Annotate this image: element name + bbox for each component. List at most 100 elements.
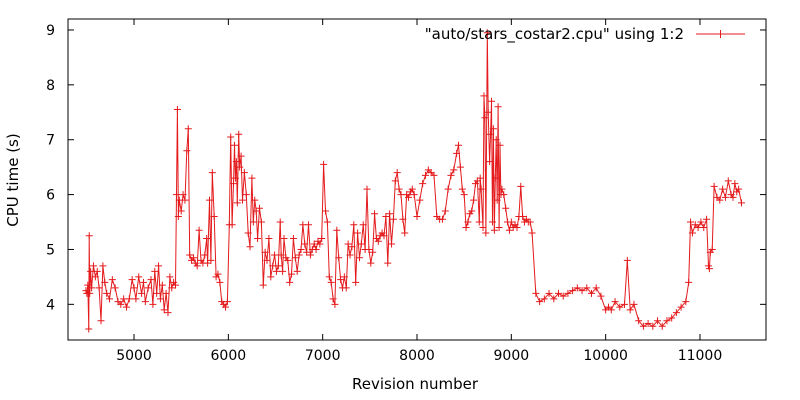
data-point xyxy=(495,224,503,232)
data-point xyxy=(502,204,510,212)
data-point xyxy=(89,262,97,270)
data-point xyxy=(386,210,394,218)
data-point xyxy=(496,141,504,149)
data-point xyxy=(128,276,136,284)
data-point xyxy=(151,267,159,275)
data-point xyxy=(388,240,396,248)
data-point xyxy=(447,171,455,179)
data-point xyxy=(306,251,314,259)
data-point xyxy=(295,251,303,259)
data-point xyxy=(354,229,362,237)
data-point xyxy=(231,174,239,182)
plot-frame xyxy=(67,18,767,341)
data-point xyxy=(158,281,166,289)
data-point xyxy=(621,300,629,308)
y-tick-label: 4 xyxy=(46,297,55,313)
data-point xyxy=(389,215,397,223)
data-point xyxy=(668,314,676,322)
data-point xyxy=(484,108,492,116)
data-point xyxy=(416,196,424,204)
data-point xyxy=(630,300,638,308)
data-point xyxy=(337,276,345,284)
data-point xyxy=(239,196,246,204)
data-point xyxy=(649,322,657,330)
data-point xyxy=(249,218,257,226)
data-point xyxy=(162,289,170,297)
data-point xyxy=(352,278,360,286)
y-axis-ticks: 4 5 6 7 8 9 xyxy=(46,23,766,313)
data-point xyxy=(532,289,540,297)
data-point xyxy=(395,185,403,193)
data-point xyxy=(729,193,737,201)
data-point xyxy=(168,284,176,292)
data-point xyxy=(340,273,348,281)
data-point xyxy=(554,289,562,297)
data-point xyxy=(737,199,745,207)
data-point xyxy=(588,289,595,297)
data-point xyxy=(658,322,666,330)
data-point xyxy=(325,273,333,281)
data-point xyxy=(261,248,269,256)
data-point xyxy=(460,191,468,199)
data-point xyxy=(208,169,216,177)
data-point xyxy=(97,317,105,325)
data-point xyxy=(130,284,138,292)
data-point xyxy=(172,191,180,199)
data-point xyxy=(255,204,263,212)
data-point xyxy=(333,226,341,234)
data-point xyxy=(382,213,390,221)
data-point xyxy=(480,92,488,100)
data-point xyxy=(201,251,209,259)
data-point xyxy=(697,218,705,226)
x-tick-label: 9000 xyxy=(494,348,530,364)
x-axis-label: Revision number xyxy=(352,375,479,393)
data-point xyxy=(464,218,472,226)
data-point xyxy=(173,106,181,114)
data-point xyxy=(639,322,647,330)
data-point xyxy=(293,267,301,275)
data-point xyxy=(288,270,296,278)
data-point xyxy=(367,259,375,267)
y-axis-label: CPU time (s) xyxy=(4,133,22,226)
data-point xyxy=(141,298,149,306)
data-point xyxy=(623,256,631,264)
data-point xyxy=(246,243,254,251)
data-point xyxy=(95,284,103,292)
data-point xyxy=(135,273,143,281)
data-point xyxy=(236,163,244,171)
data-point xyxy=(240,169,248,177)
data-point xyxy=(635,317,643,325)
data-point xyxy=(139,278,147,286)
data-point xyxy=(138,289,146,297)
data-point xyxy=(536,298,544,306)
data-point xyxy=(710,182,718,190)
data-point xyxy=(350,221,358,229)
data-point xyxy=(688,229,696,237)
data-point xyxy=(611,298,619,306)
data-point xyxy=(189,254,197,262)
data-point xyxy=(513,224,521,232)
data-point xyxy=(172,281,180,289)
data-point xyxy=(91,273,99,281)
data-point xyxy=(369,248,377,256)
data-point xyxy=(526,218,534,226)
data-point xyxy=(329,295,337,303)
data-point xyxy=(708,245,716,253)
data-point xyxy=(305,221,313,229)
data-point xyxy=(265,234,273,242)
data-point xyxy=(559,292,567,300)
data-point xyxy=(297,245,305,253)
data-point xyxy=(550,295,558,303)
data-point xyxy=(132,295,140,303)
data-point xyxy=(318,234,326,242)
data-point xyxy=(519,213,527,221)
data-point xyxy=(505,226,513,234)
data-point xyxy=(327,278,335,286)
data-point xyxy=(323,218,331,226)
data-point xyxy=(103,289,111,297)
data-point xyxy=(86,289,94,297)
x-tick-label: 11000 xyxy=(678,348,723,364)
data-point xyxy=(111,284,119,292)
data-point xyxy=(181,196,189,204)
data-point xyxy=(380,232,388,240)
